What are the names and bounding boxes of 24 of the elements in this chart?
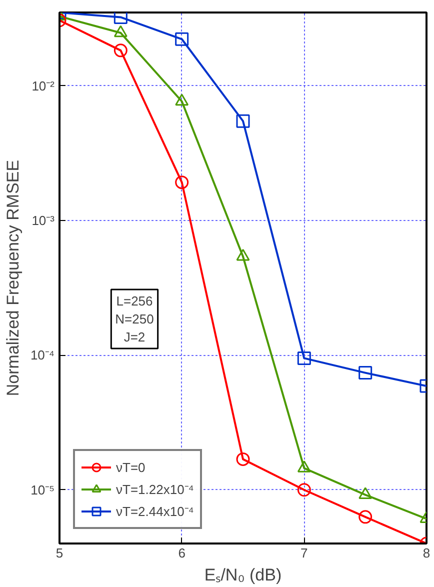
x-tick-label: 5 [56, 546, 64, 560]
y-tick-label: 10⁻³ [32, 212, 56, 228]
point [114, 12, 128, 24]
annotation: L=256 N=250 J=2 [115, 294, 154, 344]
legend-label: νT=0 [116, 460, 146, 474]
x-axis-title: Eₛ/N₀ (dB) [204, 566, 282, 584]
y-tick-label: 10⁻⁴ [30, 348, 54, 363]
y-tick-label: 10⁻⁵ [30, 482, 55, 498]
point [358, 510, 372, 524]
legend-label: νT=2.44x10⁻⁴ [116, 503, 194, 520]
point [114, 44, 128, 58]
y-tick-label: 10⁻² [32, 78, 56, 94]
point [236, 452, 250, 466]
point [175, 176, 189, 190]
x-tick-label: 8 [422, 546, 430, 560]
x-tick-label: 6 [178, 546, 186, 560]
point [297, 483, 311, 497]
legend-label: νT=1.22x10⁻⁴ [116, 481, 194, 498]
y-axis-title: Normalized Frequency RMSEE [3, 160, 22, 396]
x-tick-label: 7 [300, 546, 308, 560]
point [297, 351, 311, 365]
point [175, 32, 189, 46]
point [358, 366, 372, 380]
point [236, 114, 250, 128]
